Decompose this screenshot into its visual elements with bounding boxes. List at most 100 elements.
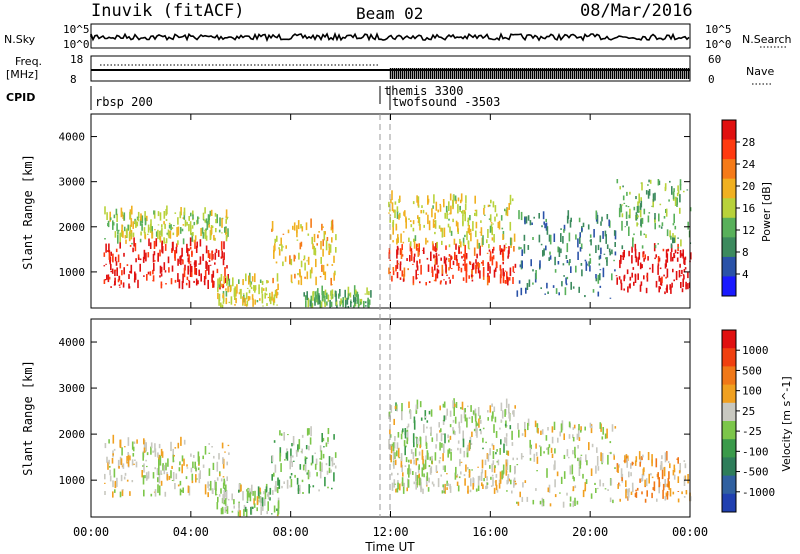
range-cell — [324, 289, 327, 295]
range-cell — [589, 234, 592, 238]
range-cell — [486, 453, 489, 460]
range-cell — [604, 433, 607, 439]
range-cell — [177, 226, 180, 236]
range-cell — [257, 486, 260, 497]
range-cell — [440, 257, 442, 261]
range-cell — [309, 269, 312, 279]
range-cell — [225, 297, 228, 305]
range-cell — [543, 221, 545, 225]
range-cell — [248, 275, 250, 285]
range-cell — [437, 478, 440, 488]
xtick-label: 20:00 — [572, 525, 608, 539]
range-cell — [484, 470, 487, 478]
range-cell — [656, 498, 658, 502]
range-cell — [557, 437, 559, 443]
range-cell — [221, 255, 224, 259]
range-cell — [414, 235, 417, 241]
range-cell — [390, 199, 392, 204]
range-cell — [182, 217, 185, 219]
range-cell — [296, 239, 299, 241]
range-cell — [129, 211, 131, 220]
range-cell — [438, 422, 440, 428]
range-cell — [494, 216, 496, 222]
range-cell — [605, 234, 607, 244]
range-cell — [492, 249, 494, 254]
range-cell — [221, 250, 223, 257]
range-cell — [495, 431, 498, 438]
range-cell — [609, 251, 611, 256]
range-cell — [181, 228, 184, 232]
range-cell — [623, 250, 625, 258]
range-cell — [574, 497, 576, 506]
range-cell — [435, 273, 437, 282]
range-cell — [601, 436, 604, 440]
range-cell — [225, 484, 227, 491]
range-cell — [394, 459, 397, 466]
range-cell — [209, 480, 212, 491]
range-cell — [454, 416, 457, 424]
range-cell — [333, 462, 335, 465]
range-cell — [631, 272, 633, 278]
range-cell — [395, 225, 398, 230]
range-cell — [450, 205, 452, 215]
range-cell — [314, 247, 317, 253]
range-cell — [457, 440, 460, 444]
range-cell — [152, 269, 154, 275]
range-cell — [674, 225, 677, 230]
noise-left-tick-top: 10^5 — [63, 23, 90, 36]
range-cell — [428, 220, 431, 231]
range-cell — [331, 487, 333, 490]
range-cell — [566, 276, 569, 280]
range-cell — [577, 445, 579, 449]
range-cell — [678, 270, 681, 278]
range-cell — [388, 267, 390, 275]
range-cell — [174, 447, 177, 449]
range-cell — [231, 493, 233, 501]
range-cell — [581, 269, 583, 277]
range-cell — [224, 506, 227, 514]
range-cell — [449, 486, 452, 493]
range-cell — [448, 267, 450, 271]
range-cell — [163, 262, 166, 271]
range-cell — [177, 442, 180, 449]
range-cell — [139, 258, 142, 261]
range-cell — [173, 225, 175, 227]
range-cell — [670, 243, 673, 249]
range-cell — [320, 240, 322, 250]
range-cell — [242, 491, 244, 501]
range-cell — [171, 480, 174, 481]
range-cell — [472, 478, 475, 487]
range-cell — [179, 488, 182, 496]
range-cell — [401, 477, 404, 486]
range-cell — [542, 211, 545, 220]
range-cell — [553, 233, 556, 242]
range-cell — [400, 433, 403, 440]
range-cell — [676, 192, 679, 197]
range-cell — [683, 190, 685, 193]
freq-label: Freq. — [15, 55, 42, 68]
range-cell — [556, 471, 559, 477]
range-cell — [112, 480, 114, 488]
range-cell — [269, 487, 272, 495]
range-cell — [335, 234, 337, 241]
range-cell — [163, 237, 165, 244]
range-cell — [554, 269, 557, 273]
range-cell — [146, 452, 149, 456]
range-cell — [449, 279, 451, 284]
range-cell — [630, 472, 632, 477]
range-cell — [340, 298, 342, 305]
range-cell — [489, 214, 492, 222]
range-cell — [286, 451, 289, 461]
range-cell — [133, 463, 135, 465]
range-cell — [256, 507, 258, 512]
range-cell — [545, 245, 547, 251]
power-ylabel: Slant Range [km] — [21, 154, 35, 270]
range-cell — [413, 253, 416, 257]
range-cell — [172, 454, 175, 463]
range-cell — [641, 182, 643, 191]
range-cell — [177, 240, 179, 245]
range-cell — [225, 234, 228, 242]
range-cell — [496, 460, 499, 463]
range-cell — [432, 219, 435, 228]
range-cell — [254, 273, 256, 283]
